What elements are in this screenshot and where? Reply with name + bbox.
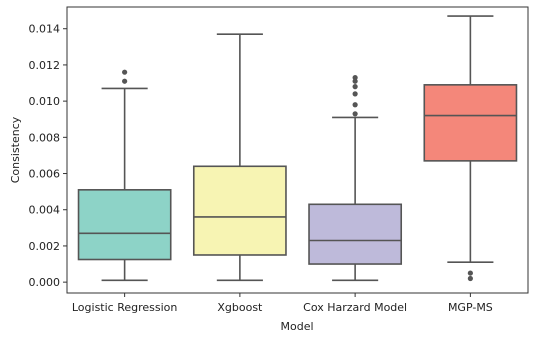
y-tick-label: 0.012 xyxy=(29,59,61,72)
y-tick-label: 0.004 xyxy=(29,204,61,217)
y-axis-label: Consistency xyxy=(9,116,22,183)
outlier-point xyxy=(352,102,358,108)
box-3 xyxy=(423,15,518,282)
y-tick-label: 0.014 xyxy=(29,23,61,36)
x-tick-label: Logistic Regression xyxy=(72,301,178,314)
x-axis-label: Model xyxy=(280,320,313,333)
iqr-box xyxy=(192,165,287,256)
box-0 xyxy=(77,69,172,282)
y-tick-label: 0.006 xyxy=(29,168,61,181)
box-1 xyxy=(192,33,287,282)
x-axis: Logistic Regression Xgboost Cox Harzard Mo… xyxy=(72,293,493,314)
iqr-box xyxy=(77,189,172,261)
outlier-point xyxy=(352,91,358,97)
plot-frame xyxy=(66,6,529,294)
outlier-point xyxy=(467,275,473,282)
outlier-point xyxy=(122,69,128,75)
x-tick-label: MGP-MS xyxy=(448,301,493,314)
outlier-point xyxy=(122,78,128,84)
y-axis: 0.000 0.002 0.004 0.006 0.008 0.010 0.012 0.014 xyxy=(29,23,67,289)
boxes-group xyxy=(77,15,518,282)
x-tick-label: Xgboost xyxy=(217,301,263,314)
x-tick-label: Cox Harzard Model xyxy=(303,301,407,314)
outlier-point xyxy=(352,111,358,117)
iqr-box xyxy=(423,84,518,162)
box-2 xyxy=(308,74,403,282)
outlier-point xyxy=(467,270,473,276)
y-tick-label: 0.010 xyxy=(29,95,61,108)
y-tick-label: 0.002 xyxy=(29,240,61,253)
outlier-point xyxy=(352,74,358,81)
outlier-point xyxy=(352,84,358,90)
y-tick-label: 0.008 xyxy=(29,131,61,144)
outlier-point xyxy=(352,78,358,84)
iqr-box xyxy=(308,203,403,265)
y-tick-label: 0.000 xyxy=(29,276,61,289)
